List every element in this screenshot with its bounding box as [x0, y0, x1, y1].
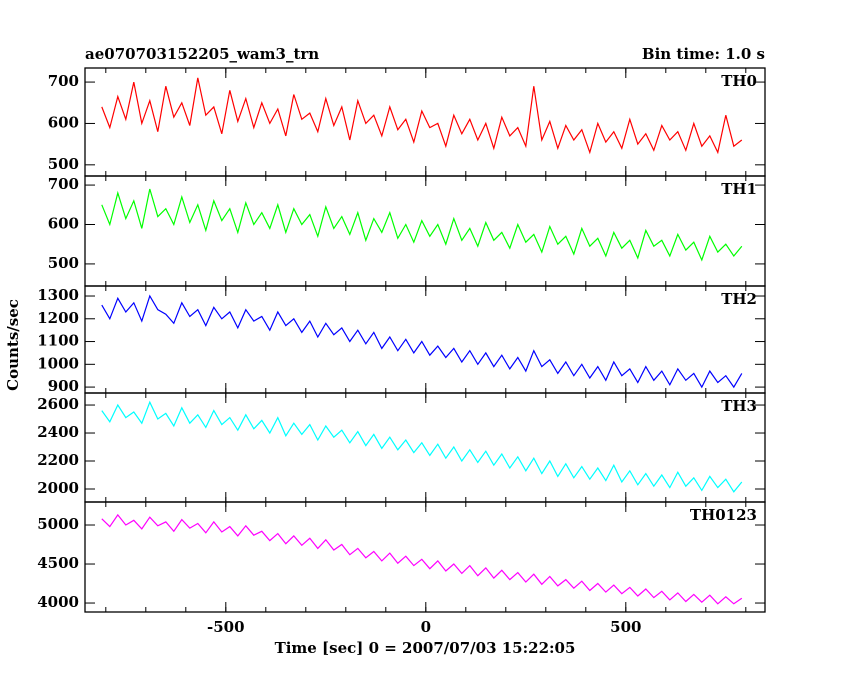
y-tick-label: 2000 — [37, 479, 79, 497]
y-axis-label: Counts/sec — [4, 299, 22, 391]
panel-label: TH0 — [721, 72, 757, 90]
x-axis-label: Time [sec] 0 = 2007/07/03 15:22:05 — [275, 639, 576, 657]
series-line — [101, 188, 743, 262]
y-tick-label: 5000 — [37, 515, 79, 533]
panel-label: TH2 — [721, 290, 757, 308]
y-tick-label: 2200 — [37, 451, 79, 469]
panel-label: TH0123 — [690, 506, 757, 524]
panel-label: TH1 — [721, 180, 757, 198]
panel-frame — [84, 285, 766, 394]
y-tick-label: 500 — [48, 155, 79, 173]
y-tick-label: 1300 — [37, 286, 79, 304]
y-tick-label: 700 — [48, 72, 79, 90]
series-line — [101, 513, 743, 605]
chart-title: ae070703152205_wam3_trn — [85, 45, 319, 63]
series-line — [101, 77, 743, 155]
y-tick-label: 1200 — [37, 309, 79, 327]
y-tick-label: 500 — [48, 254, 79, 272]
x-tick-label: 0 — [421, 618, 431, 636]
x-tick-label: -500 — [207, 618, 245, 636]
series-line — [101, 294, 743, 389]
x-tick-label: 500 — [610, 618, 641, 636]
y-tick-label: 1000 — [37, 354, 79, 372]
y-tick-label: 1100 — [37, 332, 79, 350]
panel-frame — [84, 67, 766, 177]
y-tick-label: 900 — [48, 377, 79, 395]
y-tick-label: 4000 — [37, 593, 79, 611]
chart-subtitle: Bin time: 1.0 s — [642, 45, 765, 63]
y-tick-label: 600 — [48, 214, 79, 232]
y-tick-label: 2400 — [37, 423, 79, 441]
y-tick-label: 2600 — [37, 395, 79, 413]
series-line — [101, 400, 743, 493]
panel-frame — [84, 501, 766, 613]
panel-label: TH3 — [721, 397, 757, 415]
panel-frame — [84, 175, 766, 287]
y-tick-label: 700 — [48, 175, 79, 193]
y-tick-label: 600 — [48, 113, 79, 131]
y-tick-label: 4500 — [37, 554, 79, 572]
